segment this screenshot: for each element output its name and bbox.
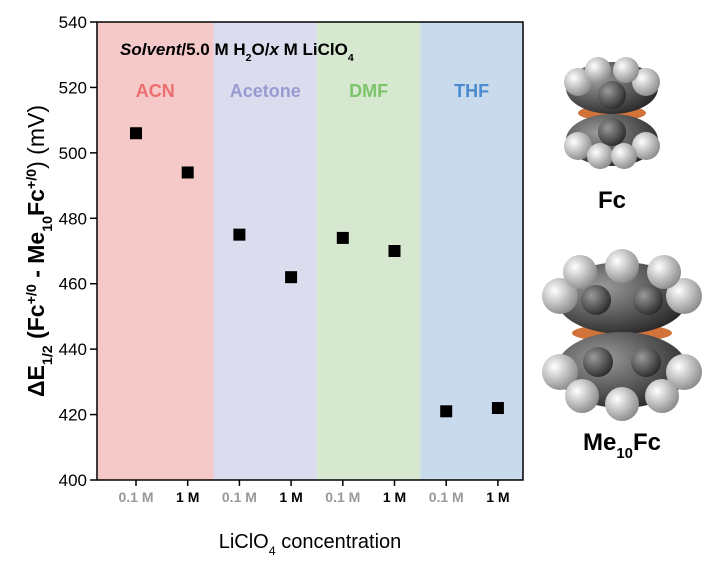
y-tick-label: 400 [59, 471, 87, 490]
text-part: 4 [348, 52, 354, 64]
text-part: Fc [633, 429, 661, 456]
data-point [182, 166, 194, 178]
x-tick-label: 1 M [383, 489, 406, 505]
x-tick-label: 0.1 M [118, 489, 153, 505]
data-point [389, 245, 401, 257]
text-part: concentration [276, 531, 402, 553]
text-part: Fc [23, 189, 49, 216]
decamethylferrocene-model [542, 249, 702, 421]
ferrocene-model [564, 57, 660, 169]
x-tick-label: 0.1 M [429, 489, 464, 505]
x-tick-label: 1 M [176, 489, 199, 505]
text-part: - Me [23, 232, 49, 284]
text-part: +/0 [24, 169, 40, 189]
molecule-label: Fc [598, 187, 626, 214]
text-part: Solvent [120, 40, 183, 59]
region-label: DMF [349, 81, 388, 101]
molecule-label: Me10Fc [583, 429, 661, 462]
text-part: 1/2 [40, 345, 56, 365]
x-axis-label: LiClO4 concentration [219, 531, 402, 556]
text-part: LiClO [219, 531, 269, 553]
text-part: 10 [616, 446, 633, 462]
region-label: Acetone [230, 81, 301, 101]
y-axis-label: ΔE1/2 (Fc+/0 - Me10Fc+/0) (mV) [23, 105, 56, 397]
x-tick-label: 1 M [486, 489, 509, 505]
chart: Fc Me10Fc ACNAcetoneDMFTHFSolvent/5.0 M … [0, 0, 710, 556]
data-point [440, 405, 452, 417]
text-part: +/0 [24, 284, 40, 304]
region-label: THF [454, 81, 489, 101]
region-label: ACN [136, 81, 175, 101]
x-tick-label: 0.1 M [325, 489, 360, 505]
text-part: ΔE [23, 365, 49, 397]
text-part: M LiClO [279, 40, 348, 59]
text-part: ) (mV) [23, 105, 49, 169]
y-tick-label: 440 [59, 340, 87, 359]
y-tick-label: 420 [59, 406, 87, 425]
x-tick-label: 0.1 M [222, 489, 257, 505]
x-tick-label: 1 M [279, 489, 302, 505]
text-part: /5.0 M H [181, 40, 245, 59]
y-tick-label: 540 [59, 13, 87, 32]
text-part: Me [583, 429, 616, 456]
data-point [285, 271, 297, 283]
data-point [130, 127, 142, 139]
text-part: O/ [252, 40, 270, 59]
data-point [233, 229, 245, 241]
y-tick-label: 520 [59, 78, 87, 97]
data-point [337, 232, 349, 244]
y-tick-label: 500 [59, 144, 87, 163]
text-part: Fc [598, 187, 626, 214]
y-tick-label: 460 [59, 275, 87, 294]
data-point [492, 402, 504, 414]
text-part: 10 [40, 216, 56, 232]
y-tick-label: 480 [59, 209, 87, 228]
text-part: (Fc [23, 304, 49, 345]
